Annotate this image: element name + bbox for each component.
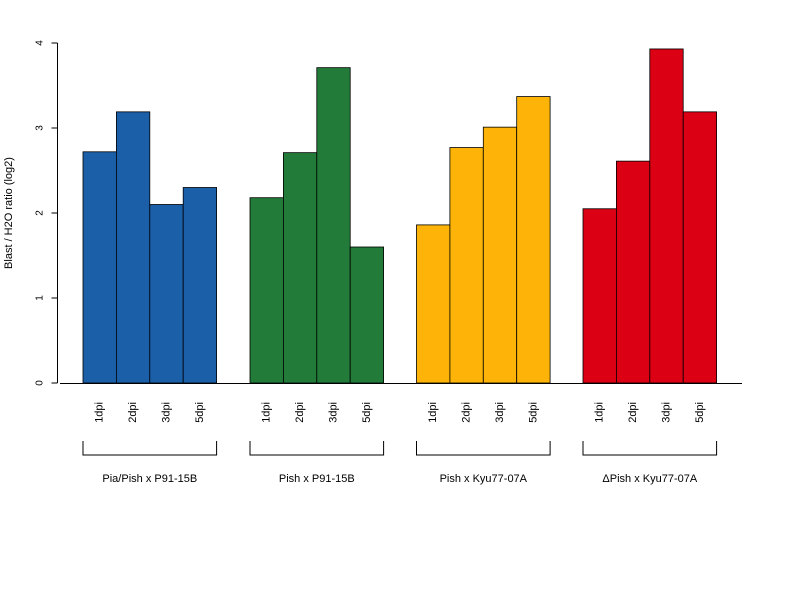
group-label: ΔPish x Kyu77-07A	[602, 473, 697, 485]
x-tick-label: 2dpi	[461, 402, 473, 423]
bar	[316, 67, 351, 384]
bar	[349, 246, 385, 384]
bar	[516, 96, 551, 384]
x-tick-label: 1dpi	[94, 402, 106, 423]
bar	[649, 48, 684, 384]
y-tick-label: 1	[35, 295, 46, 301]
group-bracket	[582, 441, 718, 456]
x-tick-label: 3dpi	[327, 402, 339, 423]
bars	[82, 48, 718, 384]
x-tick-label: 2dpi	[294, 402, 306, 423]
group-brackets: Pia/Pish x P91-15B Pish x P91-15B Pish x K…	[82, 441, 718, 485]
group-label: Pia/Pish x P91-15B	[102, 473, 197, 485]
group-label: Pish x P91-15B	[279, 473, 355, 485]
x-tick-label: 3dpi	[660, 402, 672, 423]
bar	[249, 197, 284, 384]
bar	[616, 160, 651, 384]
x-tick-labels: 1dpi 2dpi 3dpi 5dpi 1dpi 2dpi 3dpi 5dpi 1dpi 2dpi…	[94, 402, 706, 423]
x-tick-label: 3dpi	[494, 402, 506, 423]
y-axis: 0 1 2 3 4	[35, 40, 58, 386]
bar	[182, 187, 217, 384]
x-tick-label: 5dpi	[527, 402, 539, 423]
y-axis-label: Blast / H2O ratio (log2)	[3, 157, 15, 269]
x-tick-label: 1dpi	[427, 402, 439, 423]
y-tick-label: 2	[35, 210, 46, 216]
x-tick-label: 2dpi	[627, 402, 639, 423]
group-bracket	[416, 441, 551, 456]
bar	[282, 152, 318, 384]
bar	[682, 111, 718, 384]
x-tick-label: 5dpi	[194, 402, 206, 423]
bar	[116, 111, 151, 384]
bar	[149, 204, 184, 384]
group-bracket	[249, 441, 385, 456]
group-bracket	[82, 441, 218, 456]
x-tick-label: 1dpi	[261, 402, 273, 423]
x-tick-label: 3dpi	[160, 402, 172, 423]
y-tick-label: 3	[35, 125, 46, 131]
bar	[449, 147, 484, 384]
bar	[82, 151, 117, 384]
y-tick-label: 0	[35, 380, 46, 386]
x-tick-label: 1dpi	[594, 402, 606, 423]
bar	[416, 224, 451, 384]
x-tick-label: 5dpi	[361, 402, 373, 423]
bar	[482, 126, 518, 384]
x-tick-label: 5dpi	[694, 402, 706, 423]
bar	[582, 208, 617, 384]
y-tick-label: 4	[35, 40, 46, 46]
group-label: Pish x Kyu77-07A	[440, 473, 528, 485]
x-tick-label: 2dpi	[127, 402, 139, 423]
